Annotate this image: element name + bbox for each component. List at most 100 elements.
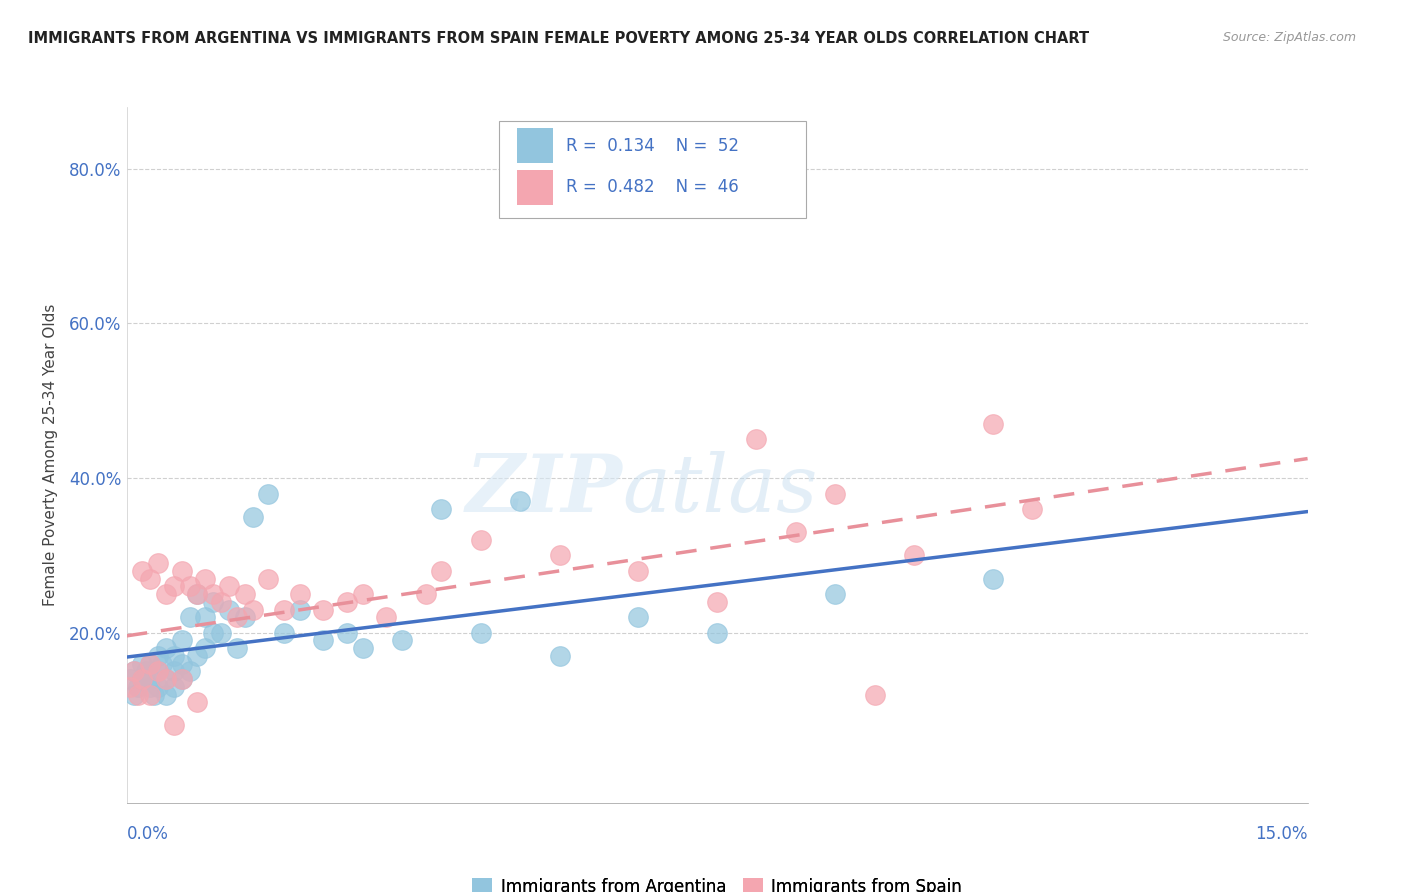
Legend: Immigrants from Argentina, Immigrants from Spain: Immigrants from Argentina, Immigrants fr… [465, 871, 969, 892]
Point [120, 680, 142, 694]
Point [127, 688, 149, 702]
Point [163, 579, 186, 593]
Point [336, 625, 359, 640]
Text: IMMIGRANTS FROM ARGENTINA VS IMMIGRANTS FROM SPAIN FEMALE POVERTY AMONG 25-34 YE: IMMIGRANTS FROM ARGENTINA VS IMMIGRANTS … [28, 31, 1090, 46]
Text: R =  0.134    N =  52: R = 0.134 N = 52 [565, 136, 740, 154]
Point [903, 549, 925, 563]
Point [627, 564, 650, 578]
Point [233, 587, 256, 601]
Point [179, 610, 201, 624]
Point [225, 610, 247, 624]
Point [273, 625, 295, 640]
Point [131, 564, 153, 578]
Point [186, 648, 208, 663]
Point [170, 564, 193, 578]
Point [155, 672, 177, 686]
Point [257, 572, 280, 586]
Point [548, 549, 571, 563]
Point [981, 417, 1004, 431]
Point [194, 572, 217, 586]
Text: 15.0%: 15.0% [1256, 825, 1308, 843]
Point [139, 688, 162, 702]
Point [135, 665, 157, 679]
Point [124, 665, 146, 679]
Point [170, 672, 193, 686]
Point [146, 556, 169, 570]
Point [863, 688, 886, 702]
Point [288, 587, 311, 601]
Point [312, 633, 335, 648]
Point [352, 587, 374, 601]
Point [218, 602, 240, 616]
Point [242, 602, 264, 616]
Point [233, 610, 256, 624]
Point [131, 672, 153, 686]
Point [179, 579, 201, 593]
Point [186, 587, 208, 601]
Point [225, 641, 247, 656]
Point [981, 572, 1004, 586]
Point [139, 657, 162, 671]
Point [139, 680, 162, 694]
Point [155, 688, 177, 702]
Point [336, 595, 359, 609]
Point [209, 625, 232, 640]
Point [202, 595, 225, 609]
FancyBboxPatch shape [517, 170, 553, 205]
FancyBboxPatch shape [517, 128, 553, 163]
Point [170, 672, 193, 686]
Point [179, 665, 201, 679]
Point [470, 625, 492, 640]
Point [415, 587, 437, 601]
Point [209, 595, 232, 609]
Point [146, 680, 169, 694]
Point [127, 680, 149, 694]
Point [124, 665, 146, 679]
Point [146, 648, 169, 663]
Point [312, 602, 335, 616]
Point [391, 633, 413, 648]
FancyBboxPatch shape [499, 121, 806, 219]
Point [706, 625, 728, 640]
Point [170, 633, 193, 648]
Point [194, 641, 217, 656]
Point [745, 433, 768, 447]
Text: atlas: atlas [623, 451, 818, 528]
Point [139, 672, 162, 686]
Point [430, 564, 453, 578]
Point [202, 625, 225, 640]
Point [218, 579, 240, 593]
Point [242, 509, 264, 524]
Point [186, 587, 208, 601]
Text: Source: ZipAtlas.com: Source: ZipAtlas.com [1223, 31, 1357, 45]
Point [186, 695, 208, 709]
Point [163, 665, 186, 679]
Point [288, 602, 311, 616]
Point [150, 657, 173, 671]
Point [143, 688, 166, 702]
Point [194, 610, 217, 624]
Text: 0.0%: 0.0% [127, 825, 169, 843]
Point [273, 602, 295, 616]
Point [120, 672, 142, 686]
Point [509, 494, 531, 508]
Point [548, 648, 571, 663]
Point [824, 486, 846, 500]
Point [170, 657, 193, 671]
Point [155, 641, 177, 656]
Point [163, 648, 186, 663]
Point [1021, 502, 1043, 516]
Point [163, 718, 186, 732]
Point [257, 486, 280, 500]
Point [146, 665, 169, 679]
Text: R =  0.482    N =  46: R = 0.482 N = 46 [565, 178, 738, 196]
Text: ZIP: ZIP [465, 451, 623, 528]
Point [352, 641, 374, 656]
Point [706, 595, 728, 609]
Point [131, 657, 153, 671]
Point [155, 672, 177, 686]
Point [824, 587, 846, 601]
Y-axis label: Female Poverty Among 25-34 Year Olds: Female Poverty Among 25-34 Year Olds [44, 304, 58, 606]
Point [785, 525, 807, 540]
Point [139, 657, 162, 671]
